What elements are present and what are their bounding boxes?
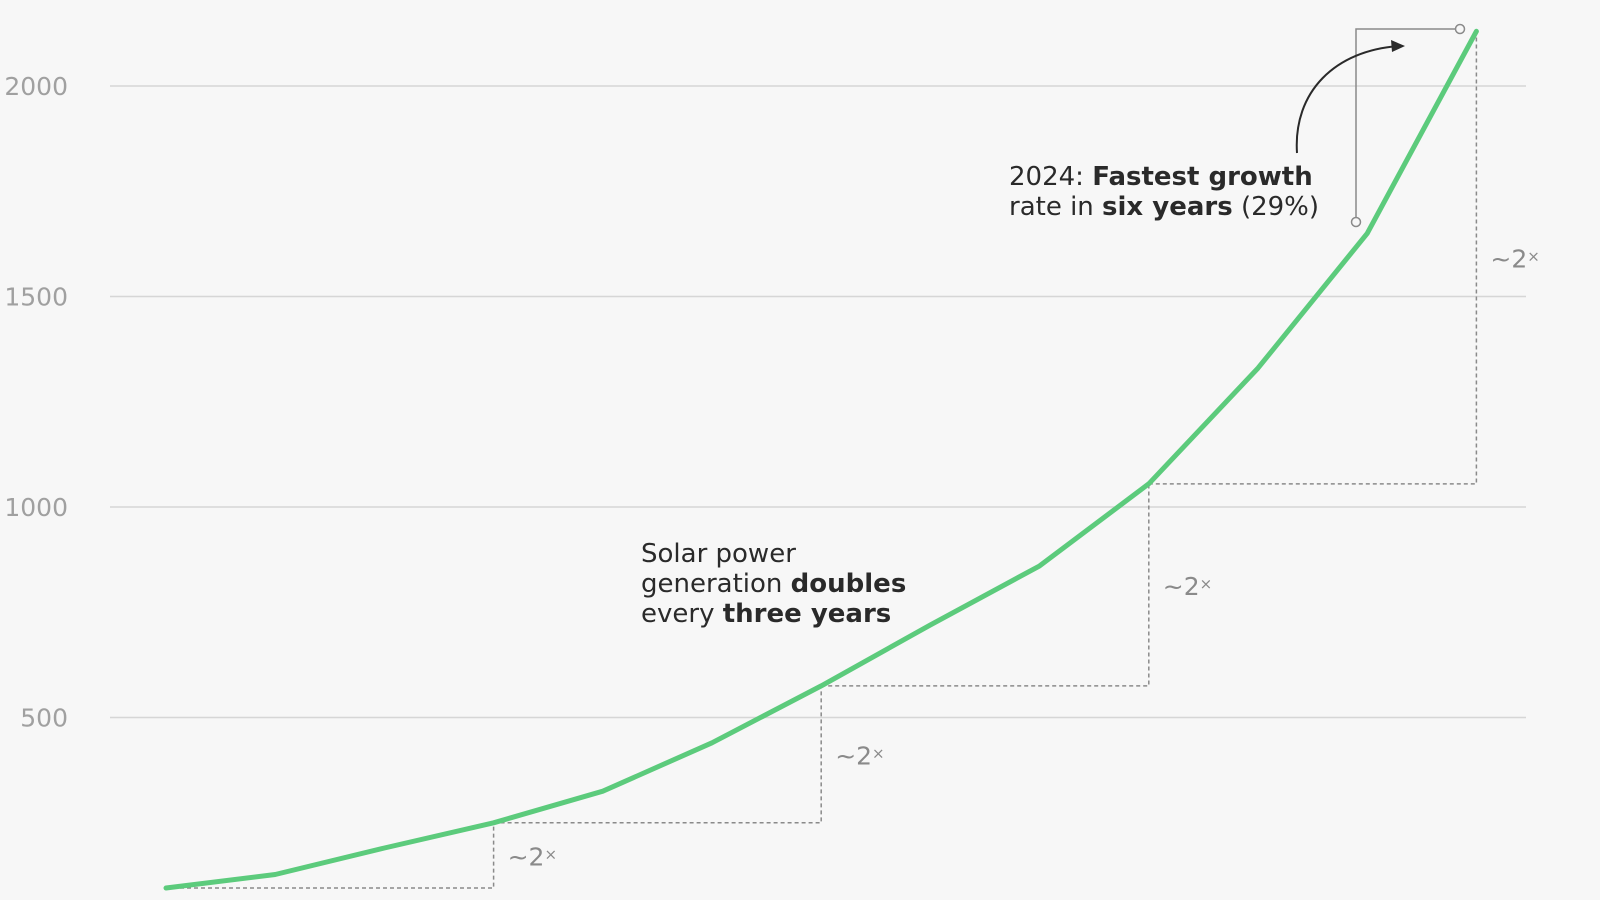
fastest-growth-callout xyxy=(1295,23,1466,228)
fastest-growth-annotation: 2024: Fastest growth rate in six years (… xyxy=(1009,162,1321,222)
y-tick-label-1500: 1500 xyxy=(4,283,68,312)
fastest-line2-bold: six years xyxy=(1102,192,1233,222)
doubling-steps: ~2× ~2× ~2× ~2× xyxy=(166,31,1540,889)
doubling-annotation: Solar power generation doubles every thr… xyxy=(641,539,915,629)
doubling-label-1: ~2× xyxy=(508,842,557,871)
doubling-step-1 xyxy=(166,822,495,889)
fastest-line2-plain: rate in xyxy=(1009,192,1102,222)
callout-dot-bottom xyxy=(1350,216,1362,228)
callout-arrowhead-icon xyxy=(1391,40,1405,52)
doubling-line2-plain: generation xyxy=(641,569,791,599)
callout-arrow-curve xyxy=(1295,45,1401,154)
doubling-label-4: ~2× xyxy=(1490,245,1539,274)
doubling-line2-bold: doubles xyxy=(791,569,907,599)
callout-bracket xyxy=(1355,28,1460,222)
doubling-line3-bold: three years xyxy=(723,599,892,629)
y-axis-tick-labels: 500 1000 1500 2000 xyxy=(4,72,68,733)
doubling-step-3 xyxy=(821,483,1150,687)
doubling-step-2 xyxy=(493,685,822,824)
gridlines xyxy=(110,85,1526,719)
doubling-line3-plain: every xyxy=(641,599,723,629)
fastest-line2-tail: (29%) xyxy=(1233,192,1319,222)
fastest-line1-plain: 2024: xyxy=(1009,162,1092,192)
doubling-step-4 xyxy=(1148,31,1478,485)
doubling-label-2: ~2× xyxy=(835,741,884,770)
y-tick-label-500: 500 xyxy=(20,704,68,733)
y-tick-label-2000: 2000 xyxy=(4,72,68,101)
y-tick-label-1000: 1000 xyxy=(4,493,68,522)
series-line-solar xyxy=(163,28,1479,891)
series-layer xyxy=(163,28,1479,891)
fastest-line1-bold: Fastest growth xyxy=(1092,162,1313,192)
callout-dot-top xyxy=(1454,23,1466,35)
doubling-label-3: ~2× xyxy=(1163,572,1212,601)
doubling-line1: Solar power xyxy=(641,539,796,569)
